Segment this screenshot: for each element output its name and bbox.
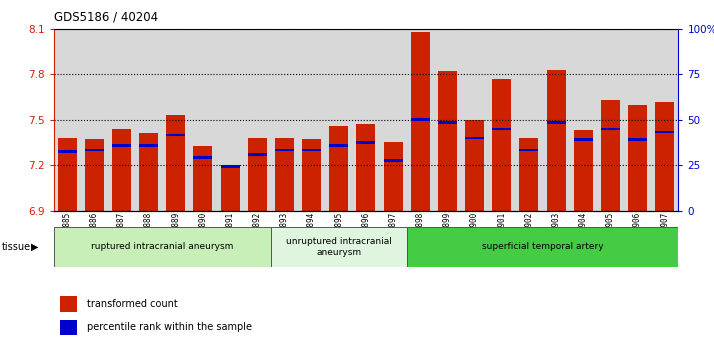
Text: ▶: ▶ [31,242,39,252]
Bar [271,227,407,267]
Bar [166,134,186,136]
Bar [189,29,216,211]
Bar [492,79,511,211]
Bar [543,29,570,211]
Bar [574,138,593,141]
Bar [407,29,434,211]
Bar [275,138,294,211]
Bar [597,29,624,211]
Bar [465,136,484,139]
Text: percentile rank within the sample: percentile rank within the sample [86,322,251,333]
Bar [407,227,678,267]
Bar [162,29,189,211]
Bar [519,149,538,151]
Bar [329,126,348,211]
Bar [438,122,457,124]
Bar [546,70,565,211]
Bar [356,141,376,144]
Text: unruptured intracranial
aneurysm: unruptured intracranial aneurysm [286,237,392,257]
Bar [193,146,213,211]
Bar [411,118,430,121]
Bar [243,29,271,211]
Bar [461,29,488,211]
Bar [221,167,240,211]
Bar [380,29,407,211]
Bar [651,29,678,211]
Bar [139,133,158,211]
Bar [383,143,403,211]
Bar [434,29,461,211]
Bar [85,139,104,211]
Bar [271,29,298,211]
Bar [492,127,511,130]
Bar [624,29,651,211]
Bar [601,100,620,211]
Bar [54,227,271,267]
Bar [135,29,162,211]
Bar [302,149,321,151]
Bar [58,138,76,211]
Bar [411,32,430,211]
Bar [221,165,240,168]
Bar [325,29,352,211]
Bar [193,156,213,159]
Bar [519,138,538,211]
Bar [112,144,131,147]
Bar [166,115,186,211]
Bar [546,122,565,124]
Bar [248,138,267,211]
Bar [352,29,380,211]
Bar [54,29,81,211]
Bar [383,159,403,162]
Bar [570,29,597,211]
Bar [60,320,77,335]
Bar [488,29,516,211]
Text: superficial temporal artery: superficial temporal artery [482,242,603,251]
Bar [85,149,104,151]
Text: GDS5186 / 40204: GDS5186 / 40204 [54,11,158,24]
Bar [248,153,267,156]
Bar [298,29,325,211]
Bar [60,297,77,312]
Bar [655,131,674,133]
Bar [628,105,647,211]
Text: tissue: tissue [1,242,31,252]
Bar [81,29,108,211]
Text: ruptured intracranial aneurysm: ruptured intracranial aneurysm [91,242,233,251]
Text: transformed count: transformed count [86,299,177,309]
Bar [112,129,131,211]
Bar [139,144,158,147]
Bar [655,102,674,211]
Bar [302,139,321,211]
Bar [438,72,457,211]
Bar [58,150,76,153]
Bar [465,120,484,211]
Bar [216,29,243,211]
Bar [329,144,348,147]
Bar [108,29,135,211]
Bar [574,130,593,211]
Bar [356,125,376,211]
Bar [628,138,647,141]
Bar [601,127,620,130]
Bar [275,149,294,151]
Bar [516,29,543,211]
